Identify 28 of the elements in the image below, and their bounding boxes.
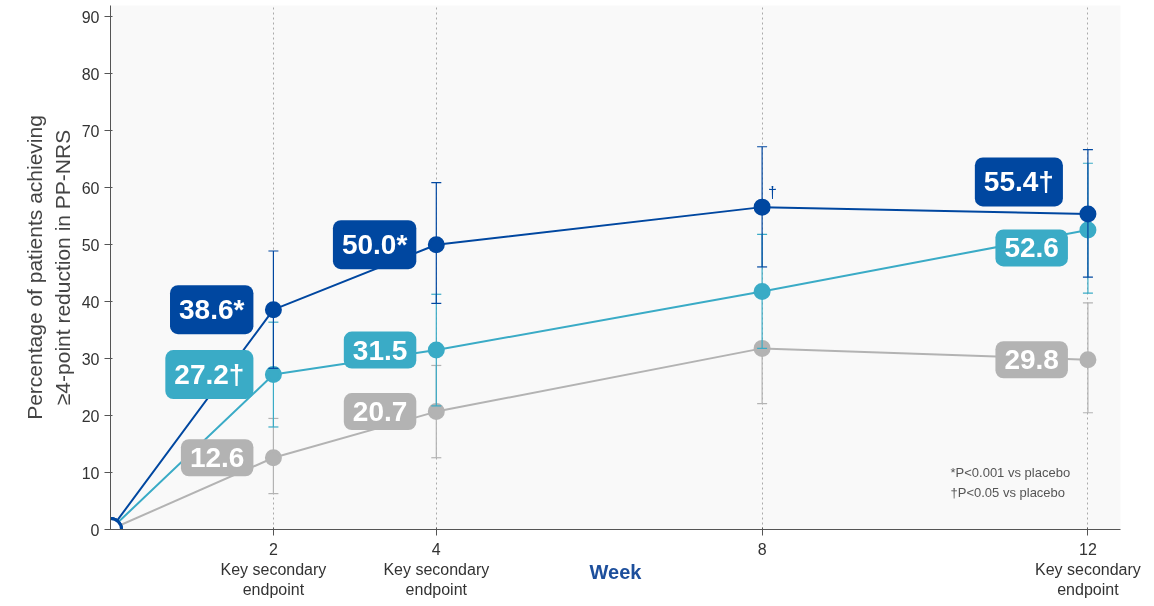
x-tick-label: 8 — [757, 540, 767, 558]
data-label: 50.0* — [341, 229, 408, 261]
x-tick-label: 12 Key secondary endpoint — [1035, 540, 1141, 599]
y-tick-label: 70 — [81, 122, 100, 140]
y-tick-label: 40 — [81, 293, 100, 311]
y-tick-label: 60 — [81, 179, 100, 197]
data-label: 55.4† — [983, 166, 1054, 198]
y-tick-label: 90 — [81, 8, 100, 26]
data-label: 29.8 — [1004, 344, 1059, 376]
x-axis-title: Week — [589, 561, 643, 584]
y-axis-title: Percentage of patients achieving ≥4-point reduction in PP-NRS — [23, 115, 74, 420]
x-tick-label: 2 Key secondary endpoint — [220, 540, 327, 599]
y-tick-label: 80 — [81, 65, 100, 83]
data-label: 38.6* — [179, 294, 245, 326]
y-tick-label: 30 — [81, 350, 100, 368]
x-tick-label: 4 Key secondary endpoint — [383, 540, 490, 599]
y-tick-label: 0 — [90, 521, 100, 539]
y-tick-label: 20 — [81, 407, 100, 425]
y-tick-label: 10 — [81, 464, 100, 482]
annotation: *P<0.001 vs placebo — [950, 464, 1071, 480]
data-label: 27.2† — [174, 359, 245, 391]
data-label: 20.7 — [352, 396, 408, 428]
data-label: 52.6 — [1004, 232, 1059, 264]
annotation: † — [768, 184, 778, 202]
data-label: 12.6 — [189, 442, 245, 474]
data-label: 31.5 — [352, 334, 408, 366]
y-tick-label: 50 — [81, 236, 100, 254]
annotation: †P<0.05 vs placebo — [950, 484, 1066, 500]
